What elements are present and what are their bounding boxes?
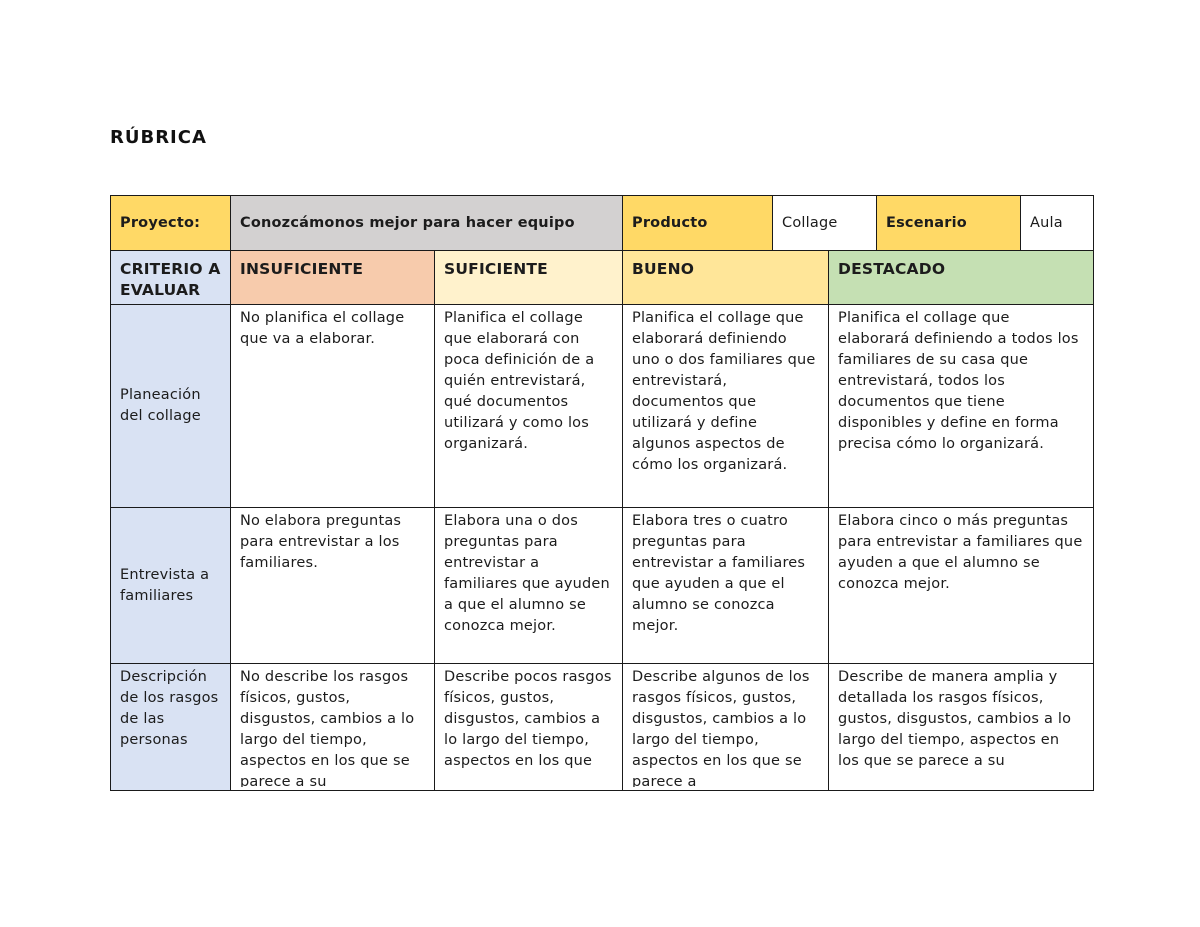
cell-planeacion-destacado: Planifica el collage que elaborará defin…: [828, 304, 1094, 508]
cell-planeacion-suficiente: Planifica el collage que elaborará con p…: [434, 304, 623, 508]
criterion-label-text: Descripción de los rasgos de las persona…: [120, 669, 219, 748]
cell-text: Describe algunos de los rasgos físicos, …: [632, 669, 810, 787]
cell-entrevista-destacado: Elabora cinco o más preguntas para entre…: [828, 507, 1094, 664]
scenario-label-cell: Escenario: [876, 195, 1021, 251]
cell-text: Describe pocos rasgos físicos, gustos, d…: [444, 669, 612, 769]
rubric-row-entrevista: Entrevista a familiares No elabora pregu…: [110, 507, 1094, 664]
level-header-suficiente: SUFICIENTE: [434, 250, 623, 305]
project-info-row: Proyecto: Conozcámonos mejor para hacer …: [110, 195, 1094, 251]
cell-entrevista-bueno: Elabora tres o cuatro preguntas para ent…: [622, 507, 829, 664]
cell-text: Describe de manera amplia y detallada lo…: [838, 669, 1072, 769]
criteria-header-cell: CRITERIO A EVALUAR: [110, 250, 231, 305]
scenario-value-cell: Aula: [1020, 195, 1094, 251]
cell-planeacion-insuficiente: No planifica el collage que va a elabora…: [230, 304, 435, 508]
rubric-table: CRITERIO A EVALUAR INSUFICIENTE SUFICIEN…: [110, 250, 1094, 791]
criterion-label-cell: Descripción de los rasgos de las persona…: [110, 663, 231, 791]
level-header-insuficiente: INSUFICIENTE: [230, 250, 435, 305]
level-header-bueno: BUENO: [622, 250, 829, 305]
rubric-document: Proyecto: Conozcámonos mejor para hacer …: [110, 195, 1094, 791]
product-value-cell: Collage: [772, 195, 877, 251]
criterion-label-cell: Planeación del collage: [110, 304, 231, 508]
cell-descripcion-suficiente: Describe pocos rasgos físicos, gustos, d…: [434, 663, 623, 791]
rubric-row-descripcion: Descripción de los rasgos de las persona…: [110, 663, 1094, 791]
cell-entrevista-suficiente: Elabora una o dos preguntas para entrevi…: [434, 507, 623, 664]
criterion-label-cell: Entrevista a familiares: [110, 507, 231, 664]
page-title: RÚBRICA: [110, 127, 207, 148]
project-label-cell: Proyecto:: [110, 195, 231, 251]
cell-text: No describe los rasgos físicos, gustos, …: [240, 669, 415, 787]
project-value-cell: Conozcámonos mejor para hacer equipo: [230, 195, 623, 251]
rubric-header-row: CRITERIO A EVALUAR INSUFICIENTE SUFICIEN…: [110, 250, 1094, 305]
cell-entrevista-insuficiente: No elabora preguntas para entrevistar a …: [230, 507, 435, 664]
cell-planeacion-bueno: Planifica el collage que elaborará defin…: [622, 304, 829, 508]
level-header-destacado: DESTACADO: [828, 250, 1094, 305]
cell-descripcion-bueno: Describe algunos de los rasgos físicos, …: [622, 663, 829, 791]
product-label-cell: Producto: [622, 195, 773, 251]
rubric-row-planeacion: Planeación del collage No planifica el c…: [110, 304, 1094, 508]
cell-descripcion-insuficiente: No describe los rasgos físicos, gustos, …: [230, 663, 435, 791]
cell-descripcion-destacado: Describe de manera amplia y detallada lo…: [828, 663, 1094, 791]
project-info-table: Proyecto: Conozcámonos mejor para hacer …: [110, 195, 1094, 251]
